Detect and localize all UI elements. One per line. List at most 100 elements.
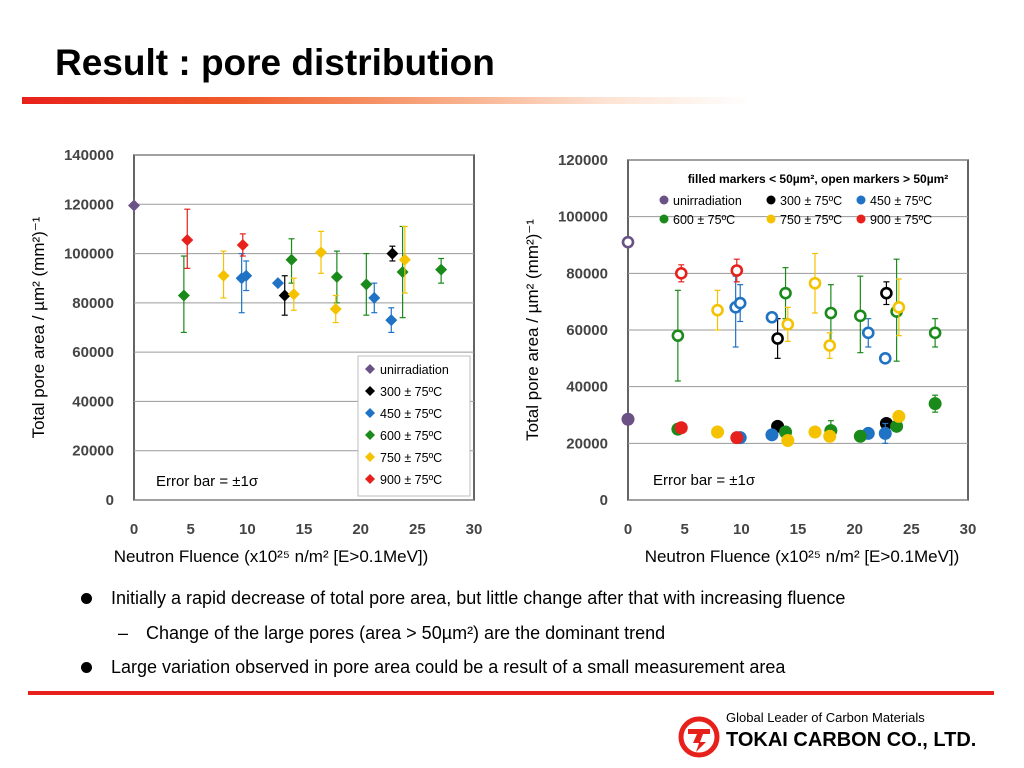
legend-marker — [659, 214, 669, 224]
x-tick-label: 20 — [352, 521, 369, 538]
title-underline — [22, 97, 752, 104]
y-axis-label: Total pore area / µm² (mm²)⁻¹ — [523, 219, 542, 441]
data-point-filled-circle — [808, 425, 822, 439]
data-point-diamond — [240, 269, 253, 282]
legend-marker — [365, 452, 375, 462]
x-tick-label: 20 — [846, 521, 863, 538]
data-point-open-circle — [861, 326, 875, 340]
data-point-diamond — [386, 247, 399, 260]
data-point-open-circle — [711, 303, 724, 317]
x-tick-label: 5 — [186, 521, 194, 538]
data-point-open-circle — [808, 276, 822, 290]
right-chart-svg: 0 20000 40000 60000 80000 100000 120000 0 5 10 15 2… — [523, 152, 977, 566]
footer-divider — [28, 691, 994, 695]
legend-label: 600 ± 75ºC — [673, 213, 735, 227]
data-point-filled-circle — [890, 419, 904, 433]
data-point-open-circle — [671, 329, 685, 342]
data-point-diamond — [396, 266, 409, 279]
legend-marker — [365, 474, 375, 484]
data-point-diamond — [287, 288, 300, 301]
y-tick-label: 120000 — [558, 152, 608, 169]
data-point-open-circle — [779, 286, 792, 300]
page-title: Result : pore distribution — [55, 42, 495, 83]
x-tick-label: 15 — [296, 521, 313, 538]
sub-bullet-item: – Change of the large pores (area > 50µm… — [78, 621, 1008, 645]
data-point-open-circle — [771, 332, 784, 345]
data-point-diamond — [177, 289, 190, 302]
data-point-filled-circle — [730, 431, 744, 445]
legend-label: 450 ± 75ºC — [380, 407, 442, 421]
data-point-open-circle — [781, 318, 795, 331]
data-point-diamond — [435, 263, 448, 276]
x-tick-label: 25 — [903, 521, 920, 538]
legend-marker — [365, 408, 375, 418]
x-tick-label: 0 — [130, 521, 138, 538]
x-tick-label: 30 — [466, 521, 483, 538]
y-tick-label: 120000 — [64, 196, 114, 213]
bullet-item: Large variation observed in pore area co… — [78, 655, 1008, 679]
error-bar-note: Error bar = ±1σ — [156, 473, 259, 490]
data-point-filled-circle — [674, 421, 688, 435]
sub-bullet-text: Change of the large pores (area > 50µm²)… — [146, 623, 666, 643]
data-point-open-circle — [765, 310, 779, 324]
error-bar-note: Error bar = ±1σ — [653, 472, 756, 489]
data-point-diamond — [236, 238, 249, 251]
y-tick-label: 0 — [600, 492, 608, 509]
data-point-open-circle — [730, 264, 744, 277]
data-point-diamond — [398, 253, 411, 266]
y-tick-label: 0 — [106, 492, 114, 509]
data-point-filled-circle — [823, 429, 837, 443]
y-axis-label: Total pore area / µm² (mm²)⁻¹ — [29, 216, 48, 438]
legend-marker — [856, 214, 866, 224]
data-point-diamond — [128, 199, 140, 212]
data-point-filled-circle — [765, 428, 779, 442]
data-point-open-circle — [621, 235, 635, 249]
data-point-open-circle — [674, 267, 688, 280]
bullet-list: Initially a rapid decrease of total pore… — [78, 586, 1008, 679]
x-tick-label: 25 — [409, 521, 426, 538]
x-tick-label: 10 — [239, 521, 256, 538]
bullet-dot-icon — [81, 662, 92, 673]
company-tagline: Global Leader of Carbon Materials — [726, 710, 925, 725]
x-tick-label: 10 — [733, 521, 750, 538]
bullet-dot-icon — [81, 593, 92, 604]
data-point-open-circle — [892, 301, 906, 314]
data-point-open-circle — [878, 352, 892, 365]
x-tick-label: 30 — [960, 521, 977, 538]
legend-label: 750 ± 75ºC — [380, 451, 442, 465]
legend-label: 900 ± 75ºC — [870, 213, 932, 227]
legend-box — [357, 355, 471, 497]
tokai-carbon-logo-icon — [678, 716, 720, 758]
y-tick-label: 60000 — [72, 344, 114, 361]
x-axis-label: Neutron Fluence (x10²⁵ n/m² [E>0.1MeV]) — [114, 547, 429, 566]
bullet-item: Initially a rapid decrease of total pore… — [78, 586, 1008, 610]
x-tick-label: 15 — [790, 521, 807, 538]
y-tick-label: 80000 — [566, 265, 608, 282]
x-tick-label: 5 — [680, 521, 688, 538]
data-point-diamond — [360, 278, 373, 291]
data-point-open-circle — [928, 326, 942, 340]
data-point-filled-circle — [878, 426, 892, 440]
data-point-open-circle — [733, 296, 747, 310]
y-tick-label: 100000 — [64, 246, 114, 263]
y-tick-label: 80000 — [72, 295, 114, 312]
left-chart-svg: 0 20000 40000 60000 80000 100000 120000 140000 0… — [29, 147, 483, 566]
bullet-text: Initially a rapid decrease of total pore… — [111, 588, 846, 608]
data-point-filled-circle — [853, 429, 867, 443]
legend-marker — [659, 195, 669, 205]
x-tick-label: 0 — [624, 521, 632, 538]
data-point-open-circle — [854, 309, 867, 323]
legend-marker — [365, 430, 375, 440]
legend-label: 900 ± 75ºC — [380, 473, 442, 487]
data-point-diamond — [181, 234, 194, 247]
legend-label: 450 ± 75ºC — [870, 194, 932, 208]
dash-icon: – — [118, 623, 129, 643]
legend-marker — [766, 195, 776, 205]
legend-label: unirradiation — [673, 194, 742, 208]
legend-marker — [766, 214, 776, 224]
data-point-filled-circle — [928, 397, 942, 411]
data-point-open-circle — [824, 306, 838, 320]
data-point-diamond — [278, 289, 291, 302]
data-point-open-circle — [823, 339, 837, 352]
bullet-text: Large variation observed in pore area co… — [111, 657, 786, 677]
